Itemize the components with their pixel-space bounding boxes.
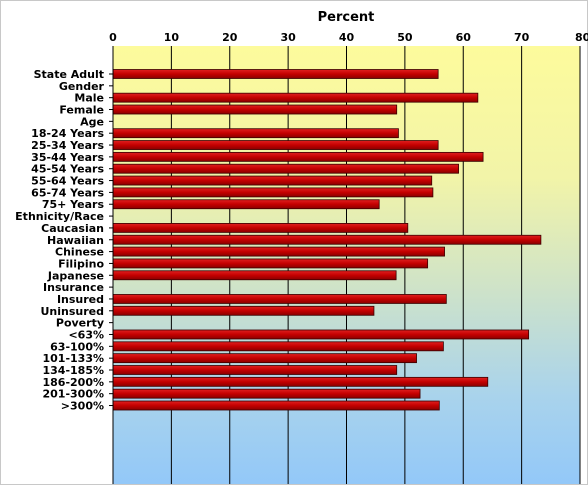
bar [112,305,375,316]
category-label: Hawaiian [47,234,104,247]
bar [112,199,380,210]
bar [112,376,489,387]
category-label: >300% [61,400,104,413]
bar [112,92,479,103]
category-label: 55-64 Years [31,175,104,188]
x-tick-label: 10 [164,31,180,44]
bar [112,104,398,115]
bar [112,353,417,364]
category-label: Male [74,92,104,105]
category-label: 101-133% [42,352,104,365]
bar [112,246,445,257]
bar [112,294,447,304]
category-label: Filipino [58,257,104,270]
x-tick-label: 0 [109,31,117,44]
bar [112,258,429,269]
bar [112,140,439,150]
bar [112,128,399,139]
category-label: 75+ Years [42,198,105,211]
x-tick-label: 20 [222,31,238,44]
bar [112,69,439,79]
x-tick-label: 30 [280,31,296,44]
group-heading: Age [80,115,104,128]
bar [112,175,433,186]
bars [112,69,542,411]
category-label: Caucasian [41,222,104,235]
category-label: 186-200% [42,376,104,389]
category-label: 35-44 Years [31,151,104,164]
category-label: 18-24 Years [31,127,104,140]
x-tick-label: 50 [397,31,413,44]
group-heading: Poverty [56,317,104,330]
category-label: Insured [57,293,104,306]
group-heading: Ethnicity/Race [15,210,104,223]
chart-title: Percent [318,10,375,25]
bar [112,270,397,281]
category-label: 45-54 Years [31,163,104,176]
bar [112,234,542,245]
bar [112,365,398,375]
category-label: Japanese [47,269,104,282]
category-label: 134-185% [42,364,104,377]
bar [112,163,459,174]
bar [112,151,484,162]
group-heading: Insurance [43,281,104,294]
category-label: Chinese [55,246,104,259]
x-tick-label: 40 [339,31,355,44]
category-label: 63-100% [50,340,104,353]
x-tick-label: 80 [575,31,588,44]
category-label: 201-300% [42,388,104,401]
x-tick-label: 70 [514,31,530,44]
group-heading: Gender [59,80,105,93]
bar [112,223,409,233]
bar [112,400,440,411]
category-label: Female [59,104,104,117]
category-label: <63% [68,328,104,341]
x-axis-ticks: 0 10 20 30 40 50 60 70 80 [109,31,588,44]
bar [112,341,444,352]
category-label: 25-34 Years [31,139,104,152]
category-label: 65-74 Years [31,186,104,199]
bar [112,388,421,399]
category-label: Uninsured [40,305,104,318]
bar [112,329,530,340]
x-tick-label: 60 [456,31,472,44]
category-label: State Adult [34,68,104,81]
bar [112,187,434,198]
